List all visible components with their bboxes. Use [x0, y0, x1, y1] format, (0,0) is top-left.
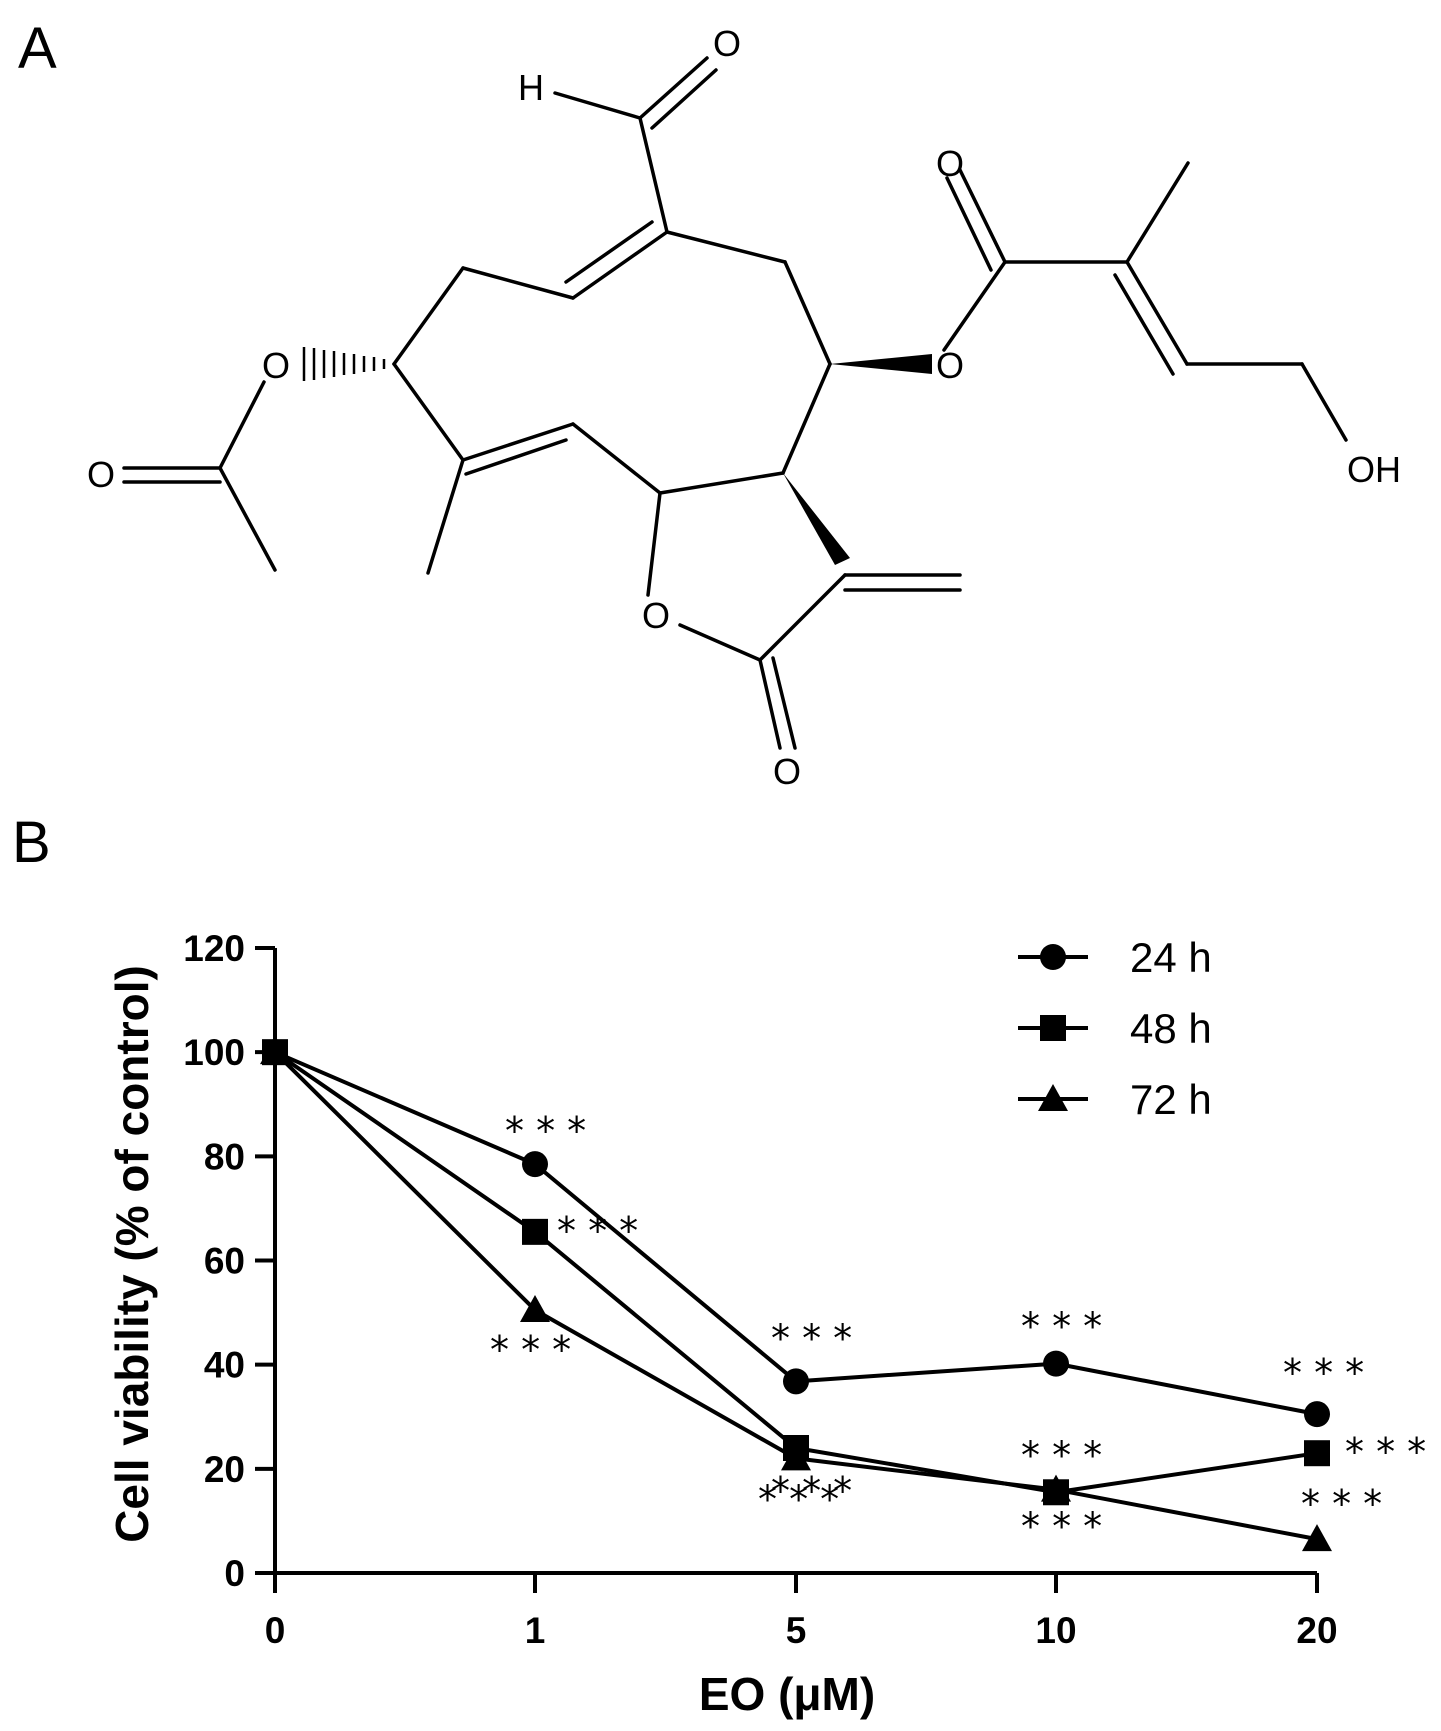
y-axis-ticks: 0 20 40 60 80 100 120 [183, 928, 275, 1594]
significance-label: * * * [1021, 1305, 1102, 1349]
x-tick-label: 0 [265, 1610, 286, 1651]
wedge-bond-ester [830, 354, 932, 374]
data-point-square [522, 1218, 548, 1245]
data-point-triangle [1302, 1524, 1332, 1552]
data-point-circle [1304, 1401, 1330, 1428]
legend-marker-circle [1040, 944, 1066, 970]
legend: 24 h 48 h 72 h [1018, 934, 1212, 1123]
legend-marker-square [1040, 1015, 1066, 1041]
panel-b-label: B [12, 810, 51, 875]
atom-o-acetate-carbonyl: O [87, 454, 115, 495]
data-point-triangle [781, 1443, 811, 1471]
atom-o-acetate-link: O [262, 345, 290, 386]
legend-marker-triangle [1038, 1084, 1068, 1111]
y-tick-label: 0 [224, 1553, 245, 1594]
y-tick-label: 40 [204, 1345, 245, 1386]
atom-h-aldehyde: H [518, 67, 544, 108]
legend-label: 48 h [1130, 1005, 1212, 1052]
data-point-triangle [520, 1294, 550, 1322]
y-tick-label: 20 [204, 1449, 245, 1490]
atom-o-lactone-carbonyl: O [773, 751, 801, 792]
significance-label: * * * [1301, 1482, 1382, 1526]
significance-label: * * * [557, 1209, 638, 1253]
significance-label: * * * [1021, 1433, 1102, 1477]
y-tick-label: 60 [204, 1241, 245, 1282]
wedge-bond-lactone [783, 473, 850, 565]
x-tick-label: 5 [786, 1610, 807, 1651]
atom-o-ester-carbonyl: O [936, 143, 964, 184]
x-tick-label: 1 [525, 1610, 546, 1651]
x-tick-label: 10 [1035, 1610, 1076, 1651]
y-tick-label: 120 [183, 928, 245, 969]
x-axis-title: EO (μM) [699, 1668, 875, 1720]
legend-item: 24 h [1018, 934, 1212, 981]
significance-label: * * * [490, 1328, 571, 1372]
significance-label: * * * [771, 1316, 852, 1360]
data-point-triangle [1041, 1474, 1071, 1502]
y-tick-label: 80 [204, 1136, 245, 1177]
hashed-bond-acetate [302, 347, 386, 381]
significance-label: * * * [1021, 1505, 1102, 1549]
x-tick-label: 20 [1296, 1610, 1337, 1651]
significance-label: * * * [1283, 1351, 1364, 1395]
atom-o-ester-link: O [936, 345, 964, 386]
atom-labels: H O O O OH O O O O [87, 23, 1401, 792]
data-point-circle [1043, 1350, 1069, 1377]
y-axis-title: Cell viability (% of control) [106, 965, 158, 1543]
significance-label: * * * [758, 1477, 839, 1521]
series-layer [260, 1037, 1332, 1552]
data-point-triangle [260, 1037, 290, 1065]
data-point-circle [522, 1151, 548, 1178]
atom-o-ring: O [642, 595, 670, 636]
legend-label: 24 h [1130, 934, 1212, 981]
atom-o-aldehyde: O [713, 23, 741, 64]
data-point-circle [783, 1368, 809, 1395]
y-tick-label: 100 [183, 1032, 245, 1073]
legend-item: 72 h [1018, 1076, 1212, 1123]
x-axis-ticks: 0 1 5 10 20 [265, 1573, 1338, 1651]
series-triangle [260, 1037, 1332, 1552]
significance-label: * * * [1345, 1430, 1426, 1474]
legend-item: 48 h [1018, 1005, 1212, 1052]
data-point-square [1304, 1440, 1330, 1467]
significance-label: * * * [505, 1109, 586, 1153]
significance-labels: * * ** * * * * ** * ** * ** * ** * * * * *… [490, 1109, 1426, 1549]
panel-a-label: A [18, 16, 57, 81]
legend-label: 72 h [1130, 1076, 1212, 1123]
chemical-structure [122, 56, 1348, 750]
atom-oh: OH [1347, 449, 1401, 490]
significance-label: * * * [771, 1469, 852, 1513]
